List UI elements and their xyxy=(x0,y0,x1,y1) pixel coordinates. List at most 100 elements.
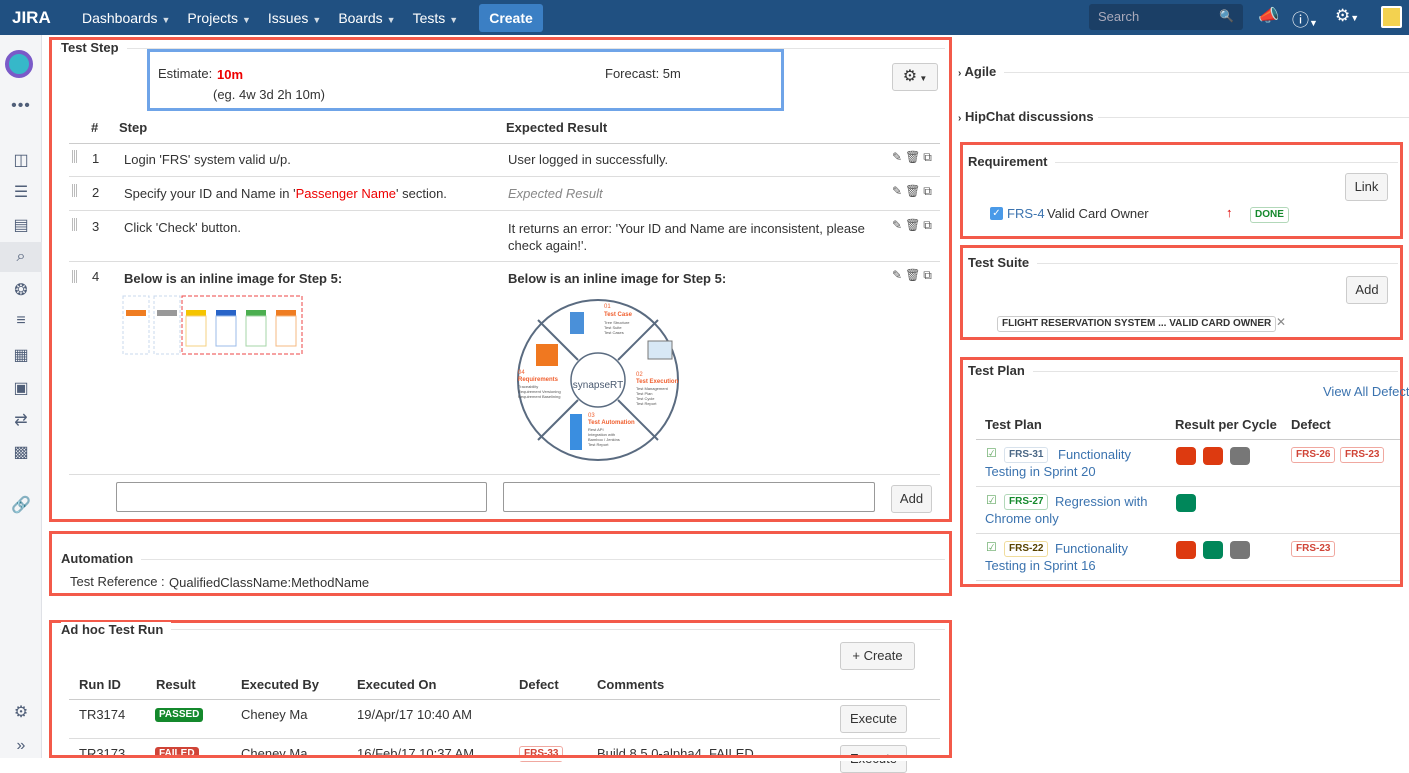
nav-tests[interactable]: Tests ▼ xyxy=(410,10,462,26)
step-text[interactable]: Specify your ID and Name in 'Passenger N… xyxy=(124,186,447,201)
nav-boards[interactable]: Boards ▼ xyxy=(335,10,398,26)
defect-tag[interactable]: FRS-23 xyxy=(1340,447,1385,463)
help-icon[interactable]: ⓘ▼ xyxy=(1292,11,1318,30)
cycle-result-not-run[interactable] xyxy=(1230,447,1250,465)
requirement-key[interactable]: FRS-4 xyxy=(1007,206,1045,221)
remove-icon[interactable]: ✕ xyxy=(1276,315,1287,329)
checkbox-icon[interactable]: ✓ xyxy=(990,207,1003,220)
estimate-box: Estimate: 10m (eg. 4w 3d 2h 10m) Forecas… xyxy=(147,49,784,111)
cycle-result-not-run[interactable] xyxy=(1230,541,1250,559)
copy-icon[interactable]: ⧉ xyxy=(923,184,935,198)
hipchat-toggle[interactable]: › HipChat discussions xyxy=(958,109,1094,124)
test-plan-section xyxy=(960,357,1403,587)
create-button[interactable]: Create xyxy=(479,3,543,32)
defect-tag[interactable]: FRS-26 xyxy=(1291,447,1336,463)
test-reference-value[interactable]: QualifiedClassName:MethodName xyxy=(169,575,370,590)
cycle-result-passed[interactable] xyxy=(1176,494,1196,512)
shuffle-icon[interactable]: ⇄ xyxy=(14,412,28,429)
col-header: Defect xyxy=(1291,417,1331,432)
issues-search-icon[interactable]: ⌕ xyxy=(0,242,42,272)
settings-dropdown-button[interactable]: ⚙ ▼ xyxy=(892,63,938,91)
edit-icon[interactable]: ✎ xyxy=(892,184,906,198)
settings-icon[interactable]: ⚙ xyxy=(13,704,29,721)
search-input[interactable]: Search 🔍 xyxy=(1089,4,1243,30)
test-plan-icon[interactable]: ▣ xyxy=(13,380,29,397)
plan-key[interactable]: FRS-31 xyxy=(1004,447,1049,463)
plan-title[interactable]: Chrome only xyxy=(985,511,1059,526)
diagram-item: Traceability xyxy=(518,384,538,389)
jira-logo[interactable]: JIRA xyxy=(12,7,51,27)
nav-label: Boards xyxy=(338,9,383,26)
suite-tag[interactable]: FLIGHT RESERVATION SYSTEM ... VALID CARD… xyxy=(997,316,1277,332)
copy-icon[interactable]: ⧉ xyxy=(923,268,935,282)
expected-text[interactable]: User logged in successfully. xyxy=(508,152,669,167)
trash-icon[interactable]: 🗑 xyxy=(905,184,924,198)
cycle-result-failed[interactable] xyxy=(1176,541,1196,559)
execute-button[interactable]: Execute xyxy=(840,705,907,733)
diagram-item: Integration with xyxy=(588,432,615,437)
more-icon[interactable]: ••• xyxy=(11,97,31,114)
run-id[interactable]: TR3174 xyxy=(79,707,126,722)
expected-text[interactable]: It returns an error: 'Your ID and Name a… xyxy=(508,221,865,253)
nav-issues[interactable]: Issues ▼ xyxy=(265,10,324,26)
nav-projects[interactable]: Projects ▼ xyxy=(184,10,254,26)
expand-icon[interactable]: » xyxy=(16,737,26,754)
plan-title[interactable]: Functionality xyxy=(1058,447,1131,462)
step-text[interactable]: Login 'FRS' system valid u/p. xyxy=(124,152,291,167)
plan-key[interactable]: FRS-22 xyxy=(1004,541,1049,557)
step-text-part: ' section. xyxy=(396,186,447,201)
drag-handle[interactable] xyxy=(72,184,78,197)
new-expected-input[interactable] xyxy=(503,482,875,512)
agile-toggle[interactable]: › Agile xyxy=(958,64,996,79)
reports-icon[interactable]: ▤ xyxy=(13,217,29,234)
col-header: # xyxy=(91,120,99,135)
nav-dashboards[interactable]: Dashboards ▼ xyxy=(79,10,173,26)
megaphone-icon[interactable]: 📣 xyxy=(1258,6,1280,25)
addon-icon[interactable]: ❂ xyxy=(14,282,28,299)
copy-icon[interactable]: ⧉ xyxy=(923,218,935,232)
cycle-result-passed[interactable] xyxy=(1203,541,1223,559)
new-step-input[interactable] xyxy=(116,482,487,512)
add-step-button[interactable]: Add xyxy=(891,485,932,513)
link-button[interactable]: Link xyxy=(1345,173,1388,201)
trash-icon[interactable]: 🗑 xyxy=(905,268,924,282)
drag-handle[interactable] xyxy=(72,150,78,163)
defect-tag[interactable]: FRS-23 xyxy=(1291,541,1336,557)
plan-title[interactable]: Testing in Sprint 16 xyxy=(985,558,1096,573)
step-text[interactable]: Below is an inline image for Step 5: xyxy=(124,271,343,286)
backlog-icon[interactable]: ☰ xyxy=(13,184,29,201)
gear-icon[interactable]: ⚙▼ xyxy=(1335,6,1360,25)
diagram-label: Test Case xyxy=(604,312,633,318)
edit-icon[interactable]: ✎ xyxy=(892,150,906,164)
plan-key[interactable]: FRS-27 xyxy=(1004,494,1049,510)
plan-title[interactable]: Functionality xyxy=(1055,541,1128,556)
plan-title[interactable]: Testing in Sprint 20 xyxy=(985,464,1096,479)
estimate-value[interactable]: 10m xyxy=(217,67,244,82)
project-avatar[interactable] xyxy=(5,50,33,78)
drag-handle[interactable] xyxy=(72,270,78,283)
create-run-button[interactable]: + Create xyxy=(840,642,915,670)
cycle-result-failed[interactable] xyxy=(1203,447,1223,465)
trash-icon[interactable]: 🗑 xyxy=(905,218,924,232)
row-actions: ✎🗑⧉ xyxy=(892,184,935,199)
step-text[interactable]: Click 'Check' button. xyxy=(124,220,241,235)
expected-text[interactable]: Below is an inline image for Step 5: xyxy=(508,271,727,286)
board-icon[interactable]: ◫ xyxy=(13,152,29,169)
copy-icon[interactable]: ⧉ xyxy=(923,150,935,164)
trash-icon[interactable]: 🗑 xyxy=(905,150,924,164)
pages-icon[interactable]: ≡ xyxy=(16,312,26,329)
section-title: Test Plan xyxy=(968,363,1033,378)
edit-icon[interactable]: ✎ xyxy=(892,218,906,232)
image-icon[interactable]: ▩ xyxy=(13,444,29,461)
edit-icon[interactable]: ✎ xyxy=(892,268,906,282)
add-suite-button[interactable]: Add xyxy=(1346,276,1388,304)
tests-icon[interactable]: ▦ xyxy=(13,347,29,364)
cycle-result-failed[interactable] xyxy=(1176,447,1196,465)
link-icon[interactable]: 🔗 xyxy=(11,497,31,514)
plan-title[interactable]: Regression with xyxy=(1055,494,1148,509)
view-all-defects-link[interactable]: View All Defects xyxy=(1323,384,1409,399)
drag-handle[interactable] xyxy=(72,218,78,231)
avatar[interactable] xyxy=(1381,6,1402,28)
requirement-summary: Valid Card Owner xyxy=(1047,206,1149,221)
expected-placeholder[interactable]: Expected Result xyxy=(508,186,603,201)
